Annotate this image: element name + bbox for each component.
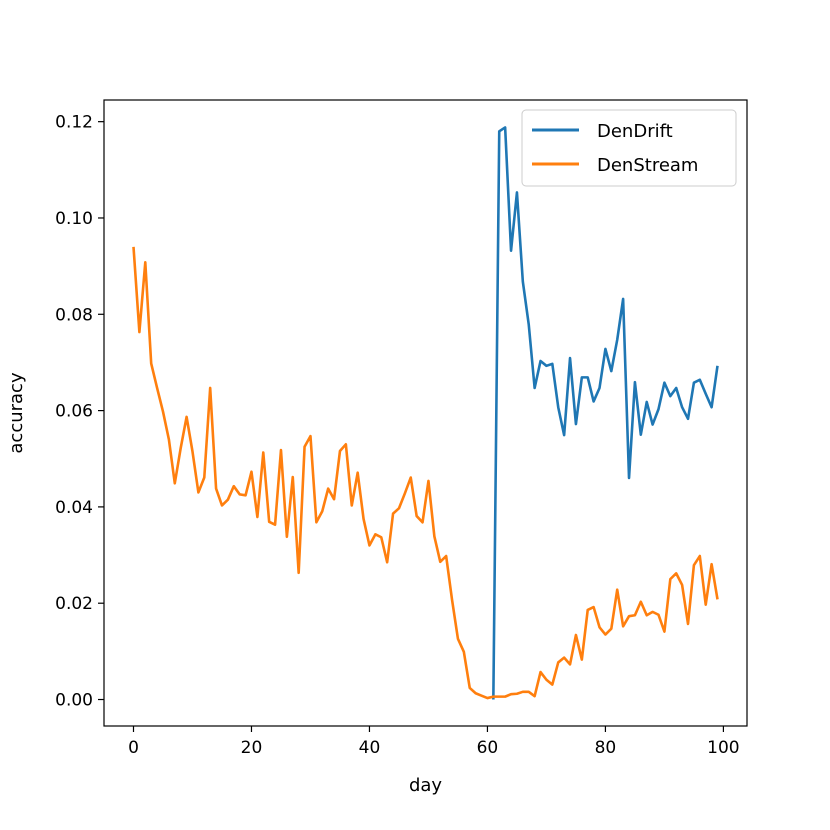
legend-label-denstream: DenStream [597, 155, 698, 176]
y-tick-label: 0.04 [55, 498, 93, 518]
legend: DenDrift DenStream [521, 109, 737, 187]
x-tick-label: 40 [359, 738, 381, 758]
x-axis-label: day [409, 775, 442, 796]
y-axis-label: accuracy [6, 372, 27, 454]
x-tick-label: 60 [477, 738, 499, 758]
series-line-denstream [132, 246, 719, 700]
y-tick-label: 0.10 [55, 209, 93, 229]
x-tick-label: 80 [595, 738, 617, 758]
x-tick-label: 100 [707, 738, 739, 758]
x-tick-label: 20 [241, 738, 263, 758]
y-tick-label: 0.00 [55, 691, 93, 711]
x-tick-label: 0 [128, 738, 139, 758]
series-layer [132, 126, 719, 700]
legend-label-dendrift: DenDrift [597, 121, 673, 142]
y-axis: 0.00 0.02 0.04 0.06 0.08 0.10 0.12 [55, 113, 104, 711]
y-tick-label: 0.02 [55, 594, 93, 614]
y-tick-label: 0.12 [55, 113, 93, 133]
x-axis: 0 20 40 60 80 100 [128, 726, 740, 758]
plot-frame [103, 99, 748, 727]
y-tick-label: 0.08 [55, 305, 93, 325]
y-tick-label: 0.06 [55, 402, 93, 422]
series-line-dendrift [492, 126, 719, 700]
